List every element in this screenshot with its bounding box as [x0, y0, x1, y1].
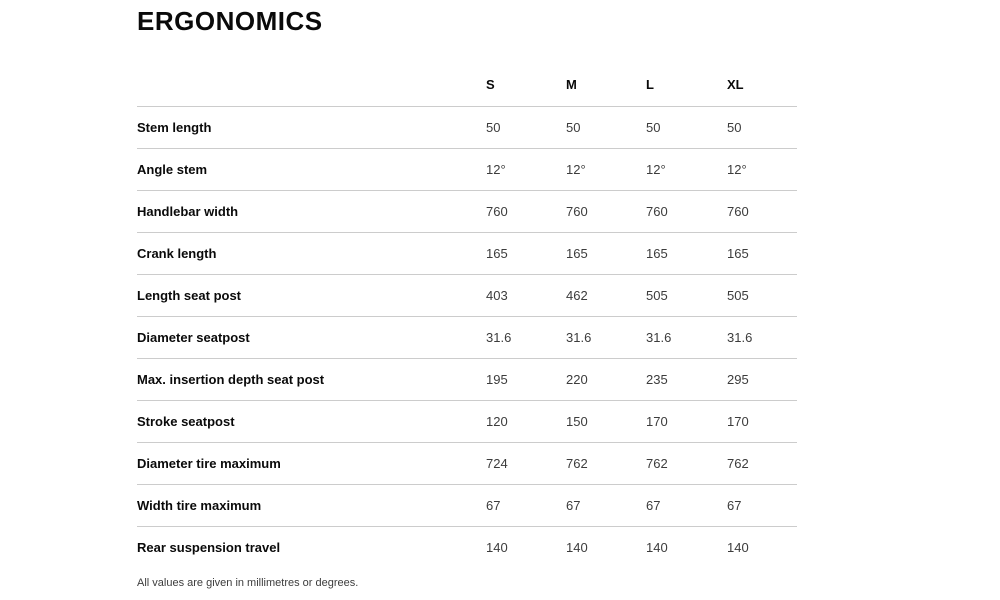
row-label: Angle stem — [137, 161, 208, 177]
cell-value: 67 — [486, 497, 501, 513]
row-label: Rear suspension travel — [137, 539, 281, 555]
cell-value: 12° — [566, 161, 586, 177]
column-header-l: L — [646, 77, 654, 93]
cell-value: 50 — [566, 119, 581, 135]
table-header-row: S M L XL — [137, 64, 797, 106]
cell-value: 760 — [646, 203, 668, 219]
table-row: Handlebar width 760 760 760 760 — [137, 190, 797, 232]
cell-value: 12° — [486, 161, 506, 177]
footnote: All values are given in millimetres or d… — [137, 577, 359, 589]
table-row: Crank length 165 165 165 165 — [137, 232, 797, 274]
table-row: Max. insertion depth seat post 195 220 235 2… — [137, 358, 797, 400]
column-header-m: M — [566, 77, 577, 93]
table-row: Angle stem 12° 12° 12° 12° — [137, 148, 797, 190]
cell-value: 31.6 — [566, 329, 592, 345]
cell-value: 505 — [727, 287, 749, 303]
table-row: Stem length 50 50 50 50 — [137, 106, 797, 148]
cell-value: 195 — [486, 371, 508, 387]
cell-value: 50 — [486, 119, 501, 135]
cell-value: 140 — [646, 539, 668, 555]
row-label: Stroke seatpost — [137, 413, 235, 429]
cell-value: 67 — [566, 497, 581, 513]
cell-value: 760 — [566, 203, 588, 219]
ergonomics-table: S M L XL Stem length 50 50 50 50 Angle stem 12° 12… — [137, 64, 797, 568]
cell-value: 67 — [727, 497, 742, 513]
cell-value: 762 — [727, 455, 749, 471]
cell-value: 12° — [727, 161, 747, 177]
cell-value: 762 — [646, 455, 668, 471]
row-label: Max. insertion depth seat post — [137, 371, 325, 387]
row-label: Length seat post — [137, 287, 242, 303]
row-label: Crank length — [137, 245, 217, 261]
cell-value: 165 — [486, 245, 508, 261]
cell-value: 462 — [566, 287, 588, 303]
row-label: Stem length — [137, 119, 212, 135]
table-row: Diameter tire maximum 724 762 762 762 — [137, 442, 797, 484]
cell-value: 120 — [486, 413, 508, 429]
cell-value: 295 — [727, 371, 749, 387]
cell-value: 220 — [566, 371, 588, 387]
cell-value: 150 — [566, 413, 588, 429]
page-title: ERGONOMICS — [137, 6, 323, 36]
table-row: Rear suspension travel 140 140 140 140 — [137, 526, 797, 568]
cell-value: 170 — [727, 413, 749, 429]
cell-value: 140 — [727, 539, 749, 555]
row-label: Handlebar width — [137, 203, 239, 219]
table-row: Diameter seatpost 31.6 31.6 31.6 31.6 — [137, 316, 797, 358]
cell-value: 505 — [646, 287, 668, 303]
table-body: Stem length 50 50 50 50 Angle stem 12° 12° 12° 12… — [137, 106, 797, 568]
cell-value: 31.6 — [646, 329, 672, 345]
cell-value: 31.6 — [727, 329, 753, 345]
cell-value: 31.6 — [486, 329, 512, 345]
cell-value: 170 — [646, 413, 668, 429]
column-header-xl: XL — [727, 77, 744, 93]
cell-value: 235 — [646, 371, 668, 387]
cell-value: 165 — [727, 245, 749, 261]
cell-value: 50 — [646, 119, 661, 135]
cell-value: 165 — [646, 245, 668, 261]
row-label: Diameter seatpost — [137, 329, 250, 345]
cell-value: 50 — [727, 119, 742, 135]
cell-value: 724 — [486, 455, 508, 471]
table-header-spacer — [137, 64, 486, 106]
table-row: Length seat post 403 462 505 505 — [137, 274, 797, 316]
row-label: Width tire maximum — [137, 497, 262, 513]
cell-value: 760 — [727, 203, 749, 219]
cell-value: 760 — [486, 203, 508, 219]
column-header-s: S — [486, 77, 495, 93]
table-row: Stroke seatpost 120 150 170 170 — [137, 400, 797, 442]
cell-value: 403 — [486, 287, 508, 303]
cell-value: 12° — [646, 161, 666, 177]
table-row: Width tire maximum 67 67 67 67 — [137, 484, 797, 526]
cell-value: 762 — [566, 455, 588, 471]
row-label: Diameter tire maximum — [137, 455, 281, 471]
cell-value: 140 — [566, 539, 588, 555]
cell-value: 67 — [646, 497, 661, 513]
cell-value: 140 — [486, 539, 508, 555]
cell-value: 165 — [566, 245, 588, 261]
